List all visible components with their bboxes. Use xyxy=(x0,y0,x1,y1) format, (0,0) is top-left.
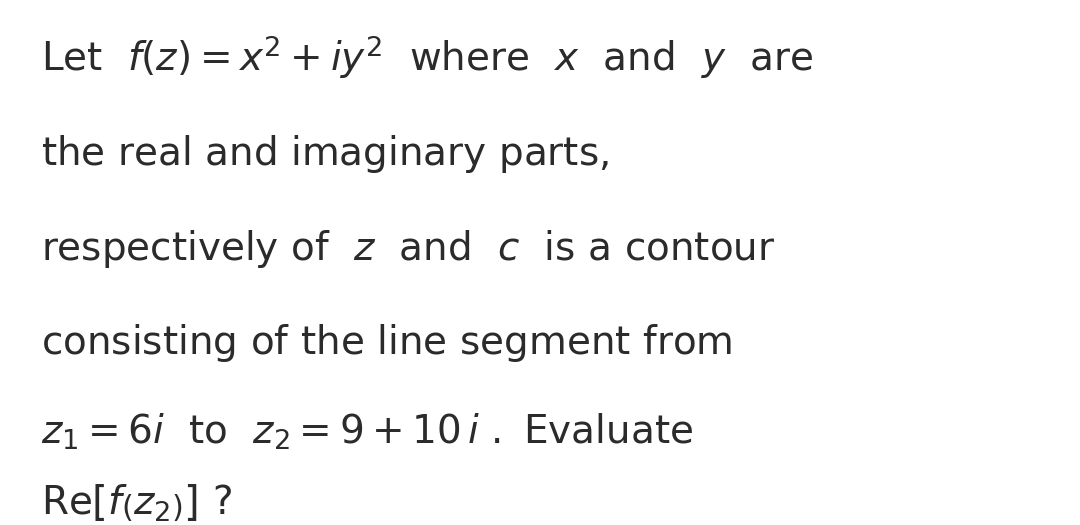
Text: $z_1 = 6i\ \ \mathrm{to}\ \ z_2 = 9 + 10\,i\ .\ \mathrm{Evaluate}$: $z_1 = 6i\ \ \mathrm{to}\ \ z_2 = 9 + 10… xyxy=(41,412,693,452)
Text: $\mathrm{consisting\ of\ the\ line\ segment\ from}$: $\mathrm{consisting\ of\ the\ line\ segm… xyxy=(41,322,732,364)
Text: $\mathrm{Re}\left[f\left(z_2\right)\right]\ ?$: $\mathrm{Re}\left[f\left(z_2\right)\righ… xyxy=(41,482,232,523)
Text: $\mathrm{respectively\ of}\ \ z\ \ \mathrm{and}\ \ c\ \ \mathrm{is\ a\ contour}$: $\mathrm{respectively\ of}\ \ z\ \ \math… xyxy=(41,228,775,270)
Text: $\mathrm{Let}\ \ f(z) = x^2 + iy^2\ \ \mathrm{where}\ \ x\ \ \mathrm{and}\ \ y\ : $\mathrm{Let}\ \ f(z) = x^2 + iy^2\ \ \m… xyxy=(41,33,813,81)
Text: $\mathrm{the\ real\ and\ imaginary\ parts,}$: $\mathrm{the\ real\ and\ imaginary\ part… xyxy=(41,133,609,175)
